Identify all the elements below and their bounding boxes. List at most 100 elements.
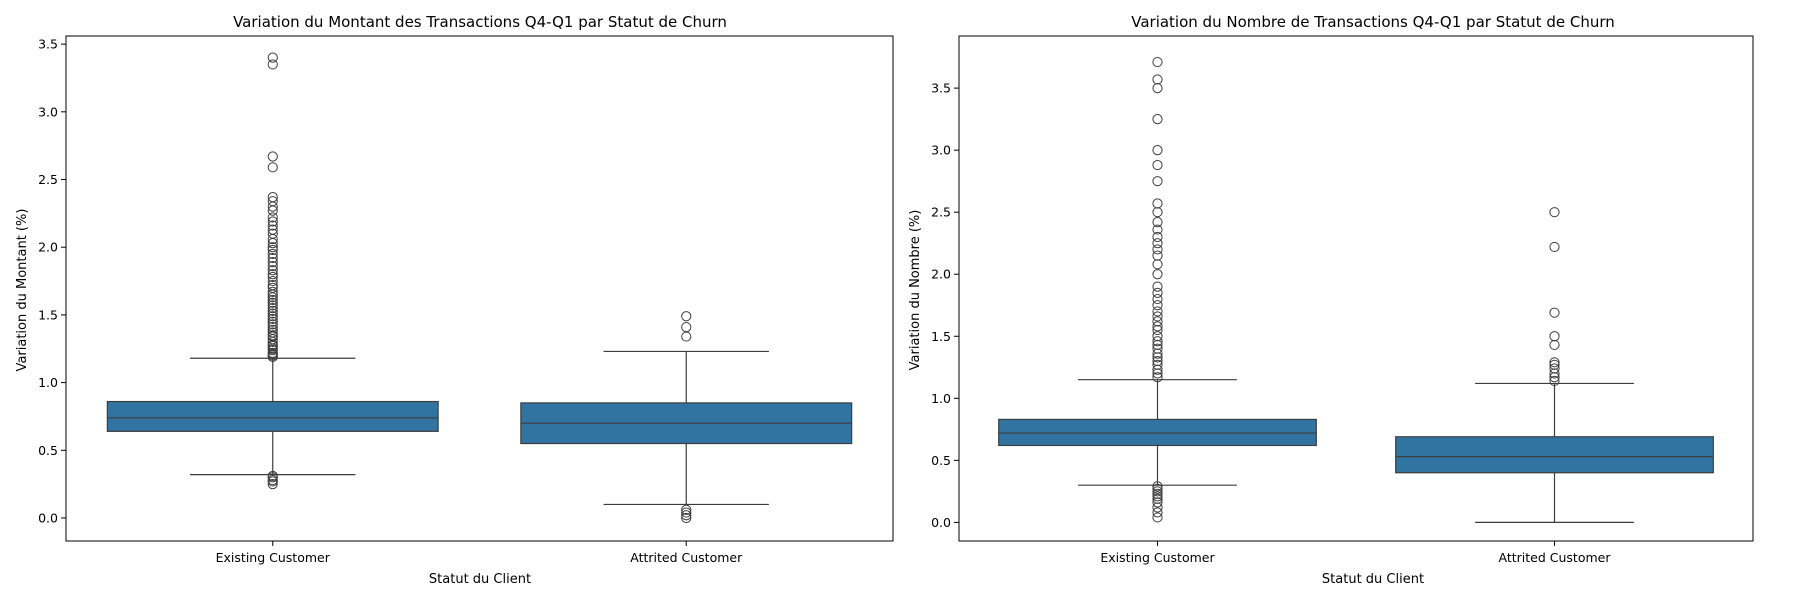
outlier-point — [1152, 207, 1163, 218]
outlier-point — [1152, 359, 1163, 370]
outlier-point — [1152, 493, 1163, 504]
y-tick-label: 3.5 — [38, 37, 58, 52]
outlier-point — [1152, 481, 1163, 492]
outlier-point — [1152, 507, 1163, 518]
outlier-point — [681, 311, 692, 322]
outlier-point — [681, 510, 692, 521]
outlier-point — [267, 256, 278, 268]
outlier-point — [267, 303, 278, 314]
outlier-point — [1152, 238, 1163, 249]
iqr-box — [998, 418, 1317, 447]
outlier-point — [1152, 336, 1163, 347]
outlier-point — [267, 311, 278, 322]
y-tick-label: 1.0 — [38, 375, 58, 390]
outlier-point — [267, 275, 278, 287]
chart-title: Variation du Montant des Transactions Q4… — [233, 13, 727, 31]
outlier-point — [1152, 352, 1163, 363]
outlier-point — [1152, 198, 1163, 209]
outlier-point — [1152, 281, 1163, 292]
outlier-point — [681, 321, 692, 333]
outlier-point — [1549, 363, 1560, 374]
y-tick-label: 3.0 — [38, 104, 58, 119]
outlier-point — [267, 248, 278, 260]
y-tick-label: 0.5 — [931, 453, 951, 468]
outlier-point — [1152, 488, 1163, 499]
y-tick-label: 1.0 — [931, 391, 951, 406]
outlier-point — [1152, 159, 1163, 171]
outlier-point — [1549, 359, 1560, 370]
outlier-point — [1152, 250, 1163, 261]
outlier-point — [267, 479, 278, 490]
outlier-point — [1152, 316, 1163, 327]
outlier-point — [267, 244, 278, 256]
outlier-point — [267, 242, 278, 253]
y-tick-label: 2.0 — [931, 267, 951, 282]
y-tick-label: 2.5 — [931, 205, 951, 220]
y-tick-label: 0.5 — [38, 443, 58, 458]
x-tick-label: Existing Customer — [216, 550, 331, 565]
outlier-point — [267, 297, 278, 308]
outlier-point — [267, 313, 278, 325]
outlier-point — [1549, 241, 1560, 253]
y-axis-label: Variation du Nombre (%) — [908, 210, 923, 371]
y-tick-label: 3.0 — [931, 143, 951, 158]
y-tick-label: 1.5 — [931, 329, 951, 344]
outlier-point — [1152, 486, 1163, 497]
outlier-point — [267, 224, 278, 235]
outlier-point — [267, 261, 278, 272]
outlier-point — [1152, 355, 1163, 367]
outlier-point — [1152, 483, 1163, 494]
outlier-point — [1152, 372, 1163, 383]
outlier-point — [1152, 56, 1163, 68]
outlier-point — [1152, 293, 1163, 305]
outlier-point — [1152, 321, 1163, 332]
outlier-point — [1152, 512, 1163, 523]
outlier-point — [1152, 311, 1163, 322]
outlier-point — [267, 470, 278, 482]
plot-frame — [65, 35, 894, 542]
outlier-point — [1549, 307, 1560, 318]
y-tick-label: 0.0 — [38, 510, 58, 525]
outlier-point — [1549, 357, 1560, 368]
outlier-point — [267, 192, 278, 203]
chart-title: Variation du Nombre de Transactions Q4-Q… — [1131, 13, 1615, 31]
x-tick-label: Attrited Customer — [630, 550, 743, 565]
y-tick-label: 0.0 — [931, 515, 951, 530]
outlier-point — [1152, 269, 1163, 280]
y-tick-label: 2.0 — [38, 240, 58, 255]
outlier-point — [267, 474, 278, 486]
outlier-point — [1549, 375, 1560, 387]
y-tick-label: 2.5 — [38, 172, 58, 187]
outlier-point — [267, 205, 278, 216]
outlier-point — [681, 331, 692, 342]
x-tick-label: Existing Customer — [1100, 550, 1215, 565]
outlier-point — [1152, 74, 1163, 85]
chart-marks: 0.0 0.5 1.0 1.5 2.0 2.5 3.0 3.5 Existing Custome… — [38, 35, 894, 565]
outlier-point — [267, 212, 278, 223]
outlier-point — [681, 504, 692, 515]
outlier-point — [1152, 324, 1163, 336]
outlier-point — [267, 300, 278, 311]
x-tick-label: Attrited Customer — [1499, 550, 1612, 565]
outlier-point — [1152, 259, 1163, 270]
outlier-point — [267, 316, 278, 327]
outlier-point — [1152, 244, 1163, 255]
outlier-point — [1152, 114, 1163, 125]
outlier-point — [1152, 491, 1163, 502]
outlier-point — [1152, 348, 1163, 359]
outlier-point — [1549, 207, 1560, 218]
outlier-point — [267, 252, 278, 264]
outlier-point — [267, 308, 278, 319]
plot-frame — [958, 35, 1754, 542]
outlier-point — [681, 512, 692, 524]
outlier-point — [267, 305, 278, 316]
outlier-point — [267, 238, 278, 249]
outlier-point — [267, 216, 278, 227]
outlier-point — [267, 162, 278, 173]
iqr-box — [106, 400, 439, 432]
outlier-point — [1549, 368, 1560, 379]
outlier-point — [1152, 368, 1163, 379]
outlier-point — [1152, 331, 1163, 342]
outlier-point — [1152, 502, 1163, 513]
